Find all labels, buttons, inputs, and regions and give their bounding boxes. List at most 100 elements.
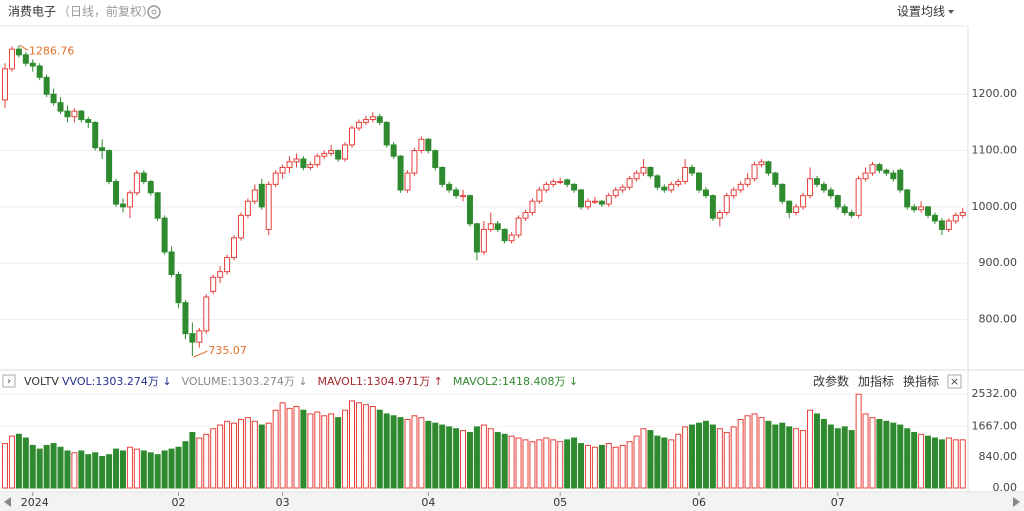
volume-bar [425, 420, 432, 489]
volume-bar [709, 424, 716, 489]
candle-body [487, 223, 494, 230]
candle-body [168, 251, 175, 275]
candle-body [432, 150, 439, 168]
candle-body [876, 164, 883, 171]
candle-body [841, 206, 848, 214]
candle-body [397, 155, 404, 191]
volume-bar [265, 422, 272, 489]
volume-bar [536, 439, 543, 489]
candle-body [696, 172, 702, 191]
volume-bar [404, 418, 411, 489]
volume-bar [848, 430, 855, 489]
volume-bar [793, 428, 800, 489]
volume-bar [869, 417, 876, 489]
volume-bar [376, 409, 383, 489]
volume-bar [633, 435, 640, 489]
volume-bar [647, 430, 654, 489]
settings-icon[interactable] [147, 5, 161, 19]
candle-body [15, 48, 22, 56]
volume-bar [78, 450, 85, 489]
x-tick-label: 02 [172, 496, 186, 509]
candle-body [231, 237, 238, 259]
candle-body [834, 195, 841, 208]
volume-bar [293, 406, 300, 489]
ma-setting[interactable]: 设置均线 [897, 5, 945, 19]
volume-bar [22, 437, 29, 489]
candle-body [661, 186, 668, 191]
candle-body [196, 330, 203, 343]
candle-body [952, 214, 959, 222]
candle-body [140, 172, 147, 183]
candle-body [342, 144, 349, 160]
volume-bar [522, 439, 529, 489]
candle-body [890, 172, 897, 180]
candle-body [689, 166, 696, 174]
volume-bar [654, 435, 661, 489]
collapse-box[interactable] [2, 374, 16, 388]
candle-body [925, 206, 932, 216]
volume-bar [543, 437, 550, 489]
candle-body [730, 189, 737, 197]
volume-bar [272, 409, 279, 489]
candle-body [612, 189, 619, 197]
volume-bar [244, 417, 251, 489]
panel-button[interactable]: 加指标 [858, 374, 894, 389]
volume-bar [786, 426, 793, 489]
volume-bar [890, 422, 897, 489]
panel-button[interactable]: 换指标 [903, 374, 939, 389]
candle-body [883, 169, 890, 174]
volume-bar [841, 426, 848, 489]
volume-bar [557, 441, 564, 489]
volume-bar [418, 417, 425, 489]
scroll-right[interactable] [1013, 497, 1020, 507]
candle-body [106, 150, 113, 183]
close-box[interactable] [947, 374, 962, 389]
candle-body [709, 195, 716, 219]
volume-bar [307, 413, 314, 489]
candle-body [931, 214, 938, 222]
panel-button[interactable]: 改参数 [813, 374, 849, 389]
volume-bar [175, 446, 182, 489]
candle-body [446, 183, 453, 191]
candle-body [744, 178, 751, 185]
volume-bar [931, 437, 938, 489]
candle-body [300, 158, 307, 168]
candle-body [751, 164, 758, 180]
candle-body [43, 76, 50, 95]
y-tick-label: 800.00 [979, 313, 1018, 326]
candle-body [210, 276, 217, 292]
scroll-left[interactable] [4, 497, 11, 507]
volume-bar [813, 413, 820, 489]
volume-bar [918, 433, 925, 489]
min-annotation: 735.07 [208, 344, 247, 357]
volume-bar [682, 426, 689, 489]
candle-body [314, 155, 321, 166]
volume-bar [696, 422, 702, 489]
volume-bar [619, 444, 626, 489]
candle-body [897, 169, 904, 191]
candle-body [654, 175, 661, 188]
volume-bar [827, 424, 834, 489]
volume-bar [904, 428, 911, 489]
candle-body [862, 172, 869, 180]
volume-bar [938, 439, 945, 489]
volume-bar [466, 431, 473, 489]
candle-body [813, 178, 820, 185]
candle-body [807, 178, 814, 197]
candle-body [723, 195, 730, 214]
volume-bar [862, 413, 869, 489]
candle-body [668, 183, 675, 191]
candle-body [578, 189, 585, 208]
candle-body [307, 164, 314, 168]
candle-body [349, 127, 355, 146]
volume-bar [591, 446, 598, 489]
volume-bar [952, 439, 959, 489]
volume-bar [182, 441, 189, 489]
candle-body [224, 257, 231, 273]
candle-body [92, 121, 99, 149]
volume-bar [723, 431, 730, 489]
volume-bar [446, 426, 453, 489]
volume-bar [612, 446, 619, 489]
volume-bar [154, 454, 161, 489]
volume-bar [515, 437, 522, 489]
